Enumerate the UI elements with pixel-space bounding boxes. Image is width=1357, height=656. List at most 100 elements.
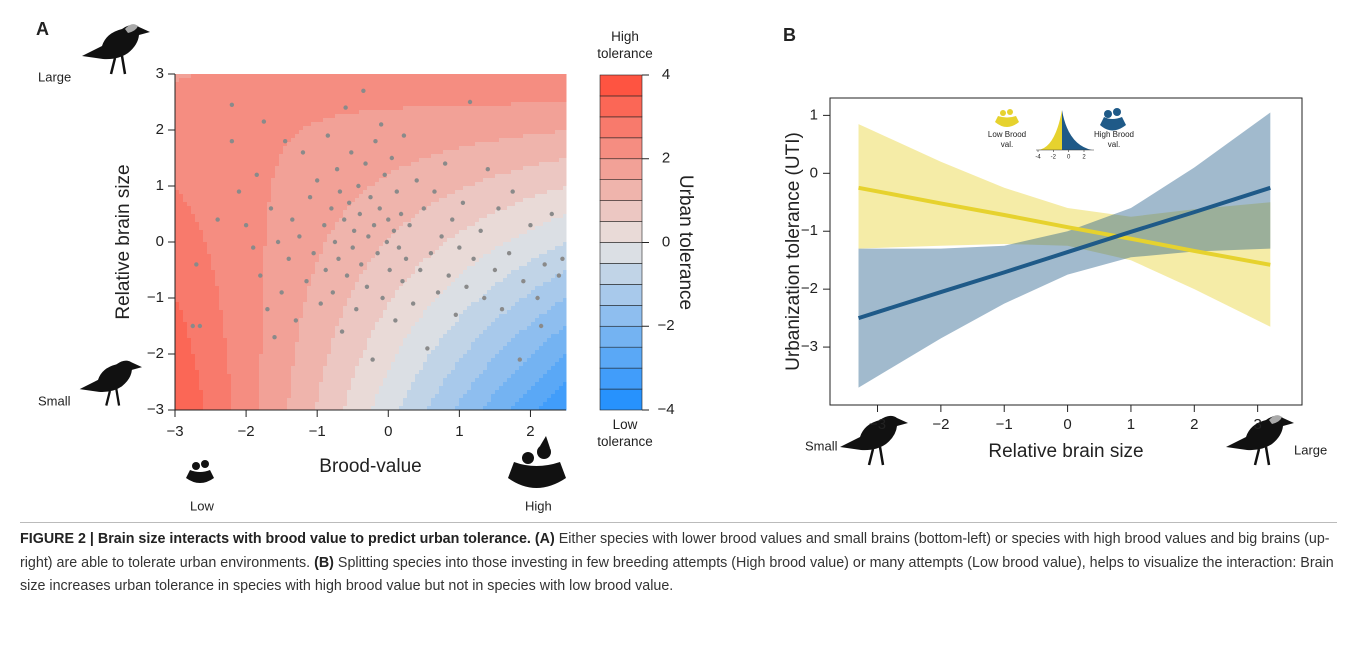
contour-cell bbox=[243, 218, 248, 223]
contour-cell bbox=[351, 314, 356, 319]
contour-cell bbox=[219, 114, 224, 119]
contour-cell bbox=[179, 398, 184, 403]
contour-cell bbox=[199, 350, 204, 355]
contour-cell bbox=[331, 394, 336, 399]
contour-cell bbox=[263, 146, 268, 151]
contour-cell bbox=[299, 310, 304, 315]
contour-cell bbox=[259, 374, 264, 379]
contour-cell bbox=[271, 398, 276, 403]
contour-cell bbox=[275, 162, 280, 167]
contour-cell bbox=[299, 378, 304, 383]
contour-cell bbox=[363, 246, 368, 251]
contour-cell bbox=[235, 294, 240, 299]
contour-cell bbox=[387, 162, 392, 167]
contour-cell bbox=[403, 126, 408, 131]
contour-cell bbox=[247, 286, 252, 291]
contour-cell bbox=[251, 338, 256, 343]
contour-cell bbox=[203, 90, 208, 95]
contour-cell bbox=[243, 270, 248, 275]
contour-cell bbox=[199, 158, 204, 163]
contour-cell bbox=[323, 238, 328, 243]
contour-cell bbox=[403, 394, 408, 399]
contour-cell bbox=[235, 386, 240, 391]
contour-cell bbox=[335, 178, 340, 183]
contour-cell bbox=[195, 162, 200, 167]
contour-cell bbox=[395, 170, 400, 175]
contour-cell bbox=[267, 158, 272, 163]
contour-cell bbox=[183, 290, 188, 295]
contour-cell bbox=[351, 206, 356, 211]
contour-cell bbox=[203, 110, 208, 115]
contour-cell bbox=[199, 214, 204, 219]
contour-cell bbox=[371, 250, 376, 255]
contour-cell bbox=[395, 402, 400, 407]
contour-cell bbox=[207, 378, 212, 383]
contour-cell bbox=[371, 362, 376, 367]
contour-cell bbox=[215, 158, 220, 163]
contour-cell bbox=[403, 302, 408, 307]
contour-cell bbox=[311, 202, 316, 207]
contour-cell bbox=[291, 402, 296, 407]
contour-cell bbox=[191, 394, 196, 399]
contour-cell bbox=[187, 138, 192, 143]
contour-cell bbox=[295, 146, 300, 151]
contour-cell bbox=[335, 274, 340, 279]
contour-cell bbox=[319, 262, 324, 267]
contour-cell bbox=[307, 318, 312, 323]
contour-cell bbox=[203, 162, 208, 167]
contour-cell bbox=[339, 234, 344, 239]
contour-cell bbox=[239, 342, 244, 347]
contour-cell bbox=[175, 218, 180, 223]
contour-cell bbox=[399, 334, 404, 339]
contour-cell bbox=[259, 158, 264, 163]
contour-cell bbox=[183, 226, 188, 231]
contour-cell bbox=[195, 306, 200, 311]
contour-cell bbox=[363, 294, 368, 299]
contour-cell bbox=[363, 78, 368, 83]
contour-cell bbox=[215, 138, 220, 143]
contour-cell bbox=[303, 290, 308, 295]
contour-cell bbox=[383, 222, 388, 227]
contour-cell bbox=[259, 378, 264, 383]
contour-cell bbox=[391, 202, 396, 207]
contour-cell bbox=[395, 378, 400, 383]
contour-cell bbox=[363, 82, 368, 87]
contour-cell bbox=[375, 326, 380, 331]
contour-cell bbox=[375, 174, 380, 179]
contour-cell bbox=[251, 118, 256, 123]
contour-cell bbox=[259, 226, 264, 231]
contour-cell bbox=[219, 194, 224, 199]
contour-cell bbox=[267, 214, 272, 219]
contour-cell bbox=[327, 274, 332, 279]
contour-cell bbox=[211, 262, 216, 267]
contour-cell bbox=[275, 390, 280, 395]
contour-cell bbox=[375, 82, 380, 87]
contour-cell bbox=[403, 106, 408, 111]
contour-cell bbox=[379, 306, 384, 311]
contour-cell bbox=[391, 306, 396, 311]
contour-cell bbox=[211, 382, 216, 387]
contour-cell bbox=[391, 382, 396, 387]
contour-cell bbox=[367, 334, 372, 339]
contour-cell bbox=[387, 386, 392, 391]
contour-cell bbox=[363, 306, 368, 311]
contour-cell bbox=[399, 378, 404, 383]
contour-cell bbox=[383, 146, 388, 151]
contour-cell bbox=[291, 382, 296, 387]
contour-cell bbox=[235, 158, 240, 163]
contour-cell bbox=[211, 298, 216, 303]
contour-cell bbox=[179, 374, 184, 379]
contour-cell bbox=[371, 218, 376, 223]
contour-cell bbox=[335, 134, 340, 139]
contour-cell bbox=[351, 142, 356, 147]
contour-cell bbox=[335, 382, 340, 387]
contour-cell bbox=[199, 218, 204, 223]
contour-cell bbox=[391, 402, 396, 407]
contour-cell bbox=[235, 302, 240, 307]
contour-cell bbox=[347, 74, 352, 79]
contour-cell bbox=[295, 138, 300, 143]
contour-cell bbox=[219, 330, 224, 335]
contour-cell bbox=[379, 346, 384, 351]
contour-cell bbox=[311, 274, 316, 279]
contour-cell bbox=[271, 102, 276, 107]
